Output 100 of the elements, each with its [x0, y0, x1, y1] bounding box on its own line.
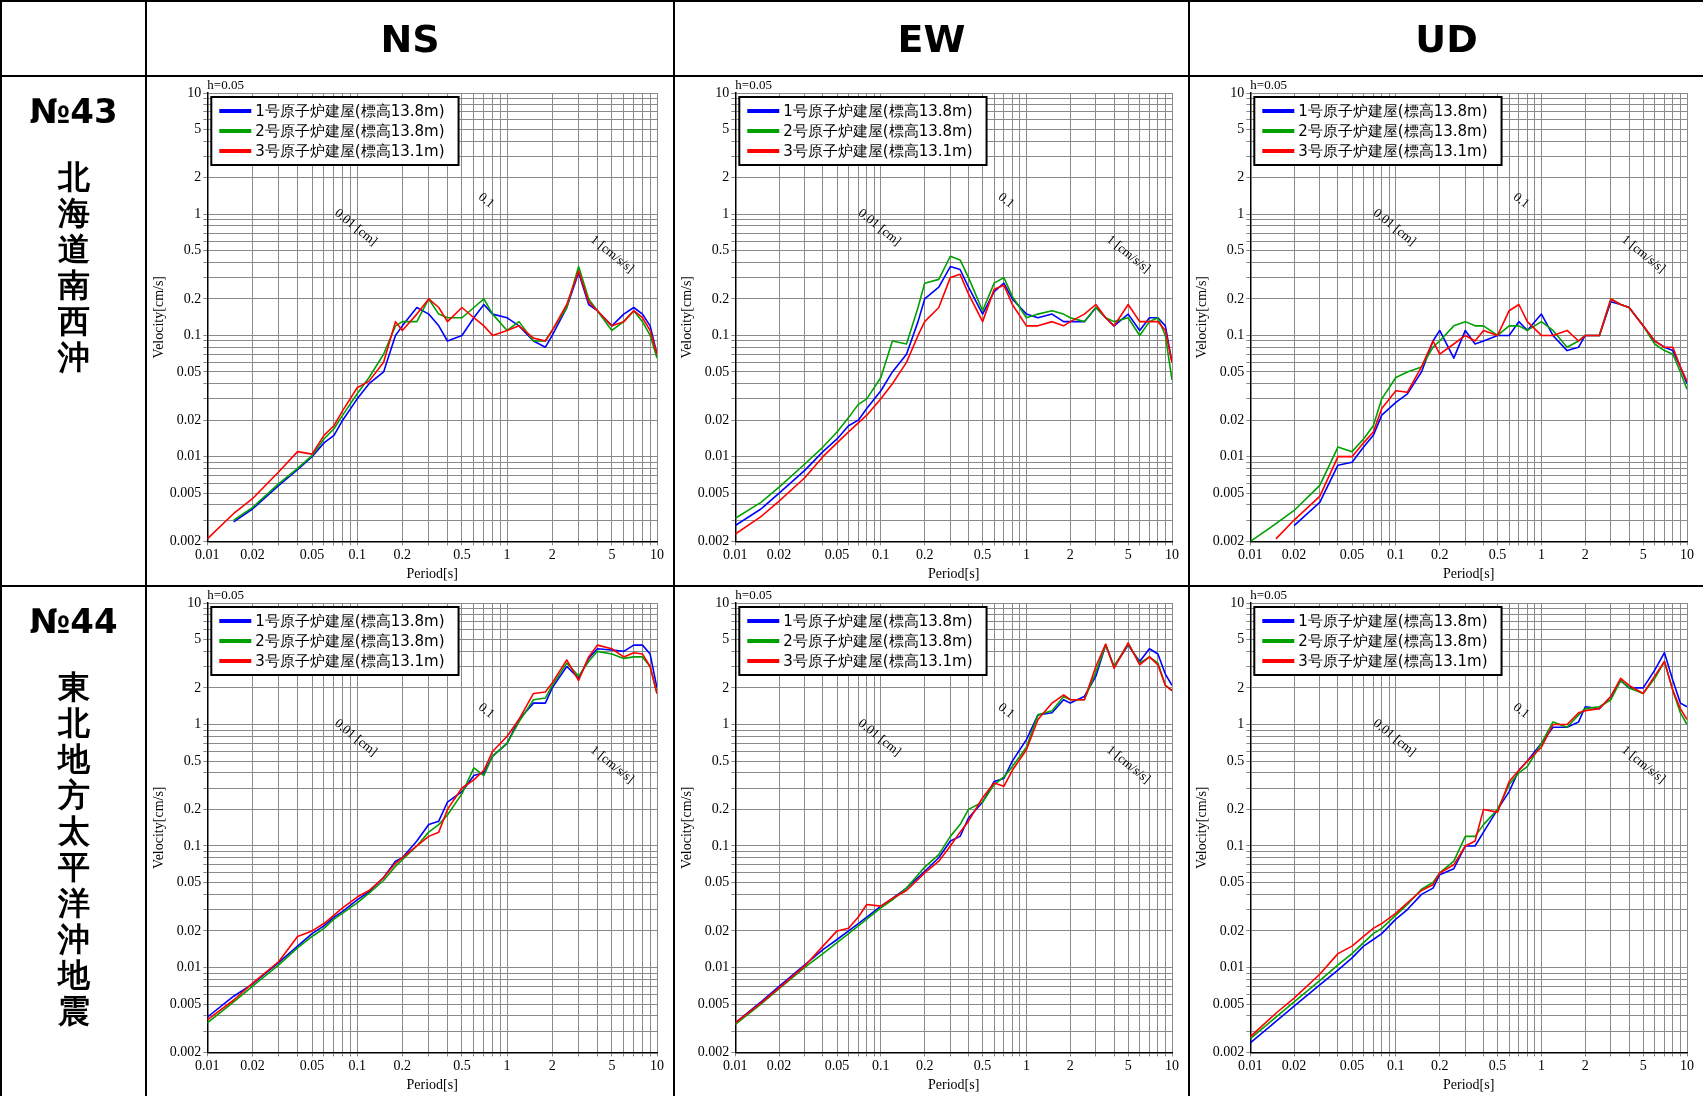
- y-axis-title: Velocity[cm/s]: [1194, 786, 1210, 869]
- x-tick-label: 0.05: [824, 547, 850, 563]
- y-tick-label: 10: [1230, 594, 1245, 610]
- legend-label: 1号原子炉建屋(標高13.8m): [1298, 101, 1488, 120]
- y-tick-label: 2: [1237, 679, 1245, 695]
- x-tick-label: 0.5: [973, 1058, 992, 1074]
- y-tick-label: 0.005: [169, 484, 202, 500]
- x-axis-title: Period[s]: [1442, 566, 1495, 582]
- x-tick-label: 0.1: [872, 547, 890, 563]
- y-tick-label: 0.002: [169, 1044, 202, 1060]
- y-tick-label: 0.002: [1212, 533, 1245, 549]
- x-tick-label: 5: [1639, 1058, 1647, 1074]
- y-tick-label: 1: [194, 716, 202, 732]
- y-tick-label: 0.002: [697, 533, 730, 549]
- text: №44 東北地方太平洋沖地震: [29, 601, 118, 1030]
- annotation: 0.1: [995, 699, 1018, 721]
- x-tick-label: 10: [1680, 547, 1694, 563]
- x-tick-label: 2: [1066, 547, 1074, 563]
- y-tick-label: 0.02: [176, 922, 202, 938]
- y-tick-label: 0.1: [1226, 327, 1245, 343]
- x-tick-label: 10: [650, 1058, 664, 1074]
- x-tick-label: 1: [1537, 1058, 1545, 1074]
- y-tick-label: 0.02: [1219, 922, 1245, 938]
- y-tick-label: 10: [1230, 84, 1245, 100]
- y-tick-label: 2: [194, 169, 202, 185]
- y-tick-label: 2: [1237, 169, 1245, 185]
- x-tick-label: 0.2: [915, 547, 934, 563]
- legend-label: 1号原子炉建屋(標高13.8m): [783, 101, 973, 120]
- x-tick-label: 0.5: [453, 1058, 471, 1074]
- x-tick-label: 0.5: [453, 547, 471, 563]
- y-tick-label: 1: [1237, 205, 1245, 221]
- y-tick-label: 0.05: [1219, 363, 1245, 379]
- y-tick-label: 0.01: [176, 448, 202, 464]
- y-tick-label: 10: [187, 84, 202, 100]
- x-tick-label: 1: [1022, 1058, 1030, 1074]
- y-tick-label: 0.02: [704, 922, 730, 938]
- y-tick-label: 10: [715, 594, 730, 610]
- y-tick-label: 0.2: [183, 290, 202, 306]
- x-tick-label: 0.2: [1430, 547, 1449, 563]
- y-tick-label: 1: [722, 205, 730, 221]
- x-tick-label: 2: [1581, 1058, 1589, 1074]
- x-tick-label: 0.5: [1488, 547, 1507, 563]
- text: h=0.05: [207, 76, 244, 92]
- y-tick-label: 5: [722, 121, 730, 137]
- legend-label: 1号原子炉建屋(標高13.8m): [255, 101, 445, 120]
- y-tick-label: 10: [715, 84, 730, 100]
- x-tick-label: 0.5: [973, 547, 992, 563]
- x-tick-label: 0.1: [348, 1058, 366, 1074]
- x-tick-label: 0.5: [1488, 1058, 1507, 1074]
- y-tick-label: 0.05: [1219, 874, 1245, 890]
- y-tick-label: 0.2: [1226, 801, 1245, 817]
- x-tick-label: 1: [1022, 547, 1030, 563]
- y-tick-label: 0.005: [1212, 484, 1245, 500]
- y-tick-label: 1: [194, 205, 202, 221]
- y-tick-label: 0.002: [169, 533, 202, 549]
- legend-label: 3号原子炉建屋(標高13.1m): [783, 651, 973, 670]
- legend-label: 3号原子炉建屋(標高13.1m): [255, 141, 445, 160]
- text: h=0.05: [1250, 586, 1287, 602]
- y-tick-label: 0.2: [711, 801, 730, 817]
- annotation: 0.1: [995, 188, 1018, 211]
- x-tick-label: 2: [548, 1058, 556, 1074]
- x-tick-label: 1: [503, 547, 511, 563]
- y-tick-label: 0.5: [183, 242, 202, 258]
- y-tick-label: 0.005: [1212, 995, 1245, 1011]
- chart-title: NS: [380, 16, 440, 61]
- x-tick-label: 0.2: [393, 1058, 412, 1074]
- x-tick-label: 0.2: [1430, 1058, 1449, 1074]
- x-tick-label: 0.1: [348, 547, 366, 563]
- x-tick-label: 10: [650, 547, 664, 563]
- x-axis-title: Period[s]: [406, 1077, 458, 1093]
- y-tick-label: 0.01: [704, 448, 730, 464]
- y-tick-label: 0.2: [711, 290, 730, 306]
- y-axis-title: Velocity[cm/s]: [151, 786, 167, 869]
- legend-label: 1号原子炉建屋(標高13.8m): [255, 611, 445, 630]
- annotation: 0.1: [475, 699, 498, 721]
- chart-title: UD: [1415, 16, 1478, 61]
- legend-label: 2号原子炉建屋(標高13.8m): [783, 121, 973, 140]
- y-tick-label: 0.01: [176, 959, 202, 975]
- x-tick-label: 0.02: [240, 547, 265, 563]
- y-tick-label: 0.2: [1226, 290, 1245, 306]
- legend-label: 3号原子炉建屋(標高13.1m): [1298, 651, 1488, 670]
- x-tick-label: 5: [608, 547, 616, 563]
- y-tick-label: 5: [194, 121, 202, 137]
- x-tick-label: 10: [1165, 547, 1179, 563]
- y-tick-label: 0.002: [697, 1044, 730, 1060]
- x-tick-label: 5: [1124, 1058, 1132, 1074]
- chart-title: EW: [897, 16, 966, 61]
- x-tick-label: 0.1: [1387, 547, 1405, 563]
- y-tick-label: 5: [722, 631, 730, 647]
- legend-label: 3号原子炉建屋(標高13.1m): [1298, 141, 1488, 160]
- text: h=0.05: [207, 586, 244, 602]
- x-tick-label: 0.02: [766, 1058, 792, 1074]
- y-tick-label: 0.5: [183, 752, 202, 768]
- y-tick-label: 2: [194, 679, 202, 695]
- x-tick-label: 0.05: [299, 1058, 325, 1074]
- y-tick-label: 0.005: [697, 995, 730, 1011]
- x-tick-label: 0.05: [1339, 547, 1365, 563]
- x-axis-title: Period[s]: [927, 566, 980, 582]
- y-tick-label: 0.2: [183, 801, 202, 817]
- x-tick-label: 2: [548, 547, 556, 563]
